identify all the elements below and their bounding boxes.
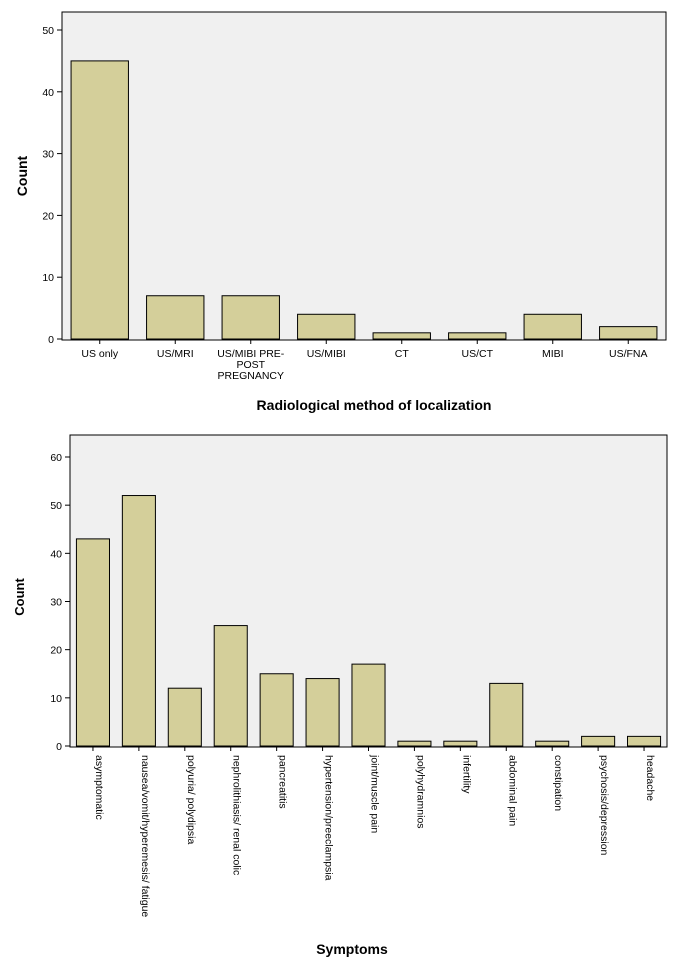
x-axis-title: Symptoms bbox=[316, 941, 388, 957]
y-tick-label: 10 bbox=[50, 693, 62, 705]
bars-group bbox=[70, 60, 658, 340]
y-axis-title: Count bbox=[12, 578, 27, 616]
bar bbox=[121, 495, 156, 747]
bar bbox=[489, 682, 524, 747]
y-tick-label: 20 bbox=[42, 210, 54, 222]
y-tick-label: 60 bbox=[50, 452, 62, 464]
y-tick-label: 30 bbox=[50, 597, 62, 609]
bar bbox=[70, 60, 129, 340]
bar bbox=[305, 678, 340, 747]
x-tick-label: US/FNA bbox=[609, 348, 648, 360]
plot-area bbox=[61, 11, 667, 341]
bar bbox=[259, 673, 294, 747]
y-tick-label: 40 bbox=[42, 87, 54, 99]
bar bbox=[213, 625, 248, 747]
x-tick-label: CT bbox=[395, 348, 410, 360]
y-axis-title: Count bbox=[14, 155, 30, 196]
x-axis: US only US/MRI US/MIBI PRE-POST PREGNANCY US… bbox=[81, 339, 648, 382]
x-axis: asymptomatic nausea/vomit/hyperemesis/ fa… bbox=[92, 746, 656, 917]
bar bbox=[448, 332, 507, 340]
bar bbox=[523, 313, 582, 340]
x-tick-label: US/MRI bbox=[157, 348, 194, 360]
bar bbox=[443, 740, 478, 747]
y-tick-label: 0 bbox=[48, 334, 54, 346]
bar bbox=[75, 538, 110, 747]
bars-group bbox=[75, 495, 662, 747]
y-tick-label: 40 bbox=[50, 548, 62, 560]
x-tick-label: polyhydramnios bbox=[414, 755, 426, 829]
x-tick-label: headache bbox=[644, 755, 656, 801]
bar bbox=[167, 687, 202, 747]
bar bbox=[535, 740, 570, 747]
x-tick-label: infertility bbox=[460, 755, 472, 794]
x-tick-label: MIBI bbox=[542, 348, 564, 360]
x-tick-label: pancreatitis bbox=[277, 755, 289, 809]
bar bbox=[146, 295, 205, 340]
bar bbox=[581, 735, 616, 747]
bar bbox=[627, 735, 662, 747]
x-tick-label: asymptomatic bbox=[93, 755, 105, 820]
x-tick-label: polyuria/ polydipsia bbox=[185, 755, 197, 844]
x-tick-label: nephrolithiasis/ renal colic bbox=[231, 755, 243, 875]
y-tick-label: 20 bbox=[50, 645, 62, 657]
bar bbox=[599, 326, 658, 340]
localization-bar-chart: 0 10 20 30 40 50 US only US/MRI US/MIBI PRE-POS… bbox=[14, 11, 667, 413]
x-tick-label: constipation bbox=[552, 755, 564, 811]
x-tick-label: US/MIBI bbox=[307, 348, 346, 360]
symptoms-bar-chart: 0 10 20 30 40 50 60 asymptomatic nausea/vomit/h… bbox=[12, 434, 668, 957]
x-tick-label: US/CT bbox=[462, 348, 494, 360]
y-tick-label: 0 bbox=[56, 741, 62, 753]
y-tick-label: 50 bbox=[42, 25, 54, 37]
x-tick-label: hypertension/preeclampsia bbox=[323, 755, 335, 881]
bar bbox=[397, 740, 432, 747]
y-tick-label: 30 bbox=[42, 149, 54, 161]
x-tick-label: psychosis/depression bbox=[598, 755, 610, 856]
bar bbox=[372, 332, 431, 340]
x-tick-label: joint/muscle pain bbox=[369, 754, 381, 833]
y-tick-label: 50 bbox=[50, 500, 62, 512]
x-tick-label: nausea/vomit/hyperemesis/ fatigue bbox=[139, 755, 151, 917]
x-tick-label: US/MIBI PRE-POST PREGNANCY bbox=[217, 348, 285, 382]
x-tick-label: US only bbox=[81, 348, 119, 360]
x-tick-label: abdominal pain bbox=[506, 755, 518, 826]
bar bbox=[221, 295, 280, 340]
bar bbox=[351, 663, 386, 747]
bar bbox=[297, 313, 356, 340]
y-axis: 0 10 20 30 40 50 bbox=[42, 25, 62, 346]
x-axis-title: Radiological method of localization bbox=[257, 397, 492, 413]
y-axis: 0 10 20 30 40 50 60 bbox=[50, 452, 70, 753]
y-tick-label: 10 bbox=[42, 272, 54, 284]
